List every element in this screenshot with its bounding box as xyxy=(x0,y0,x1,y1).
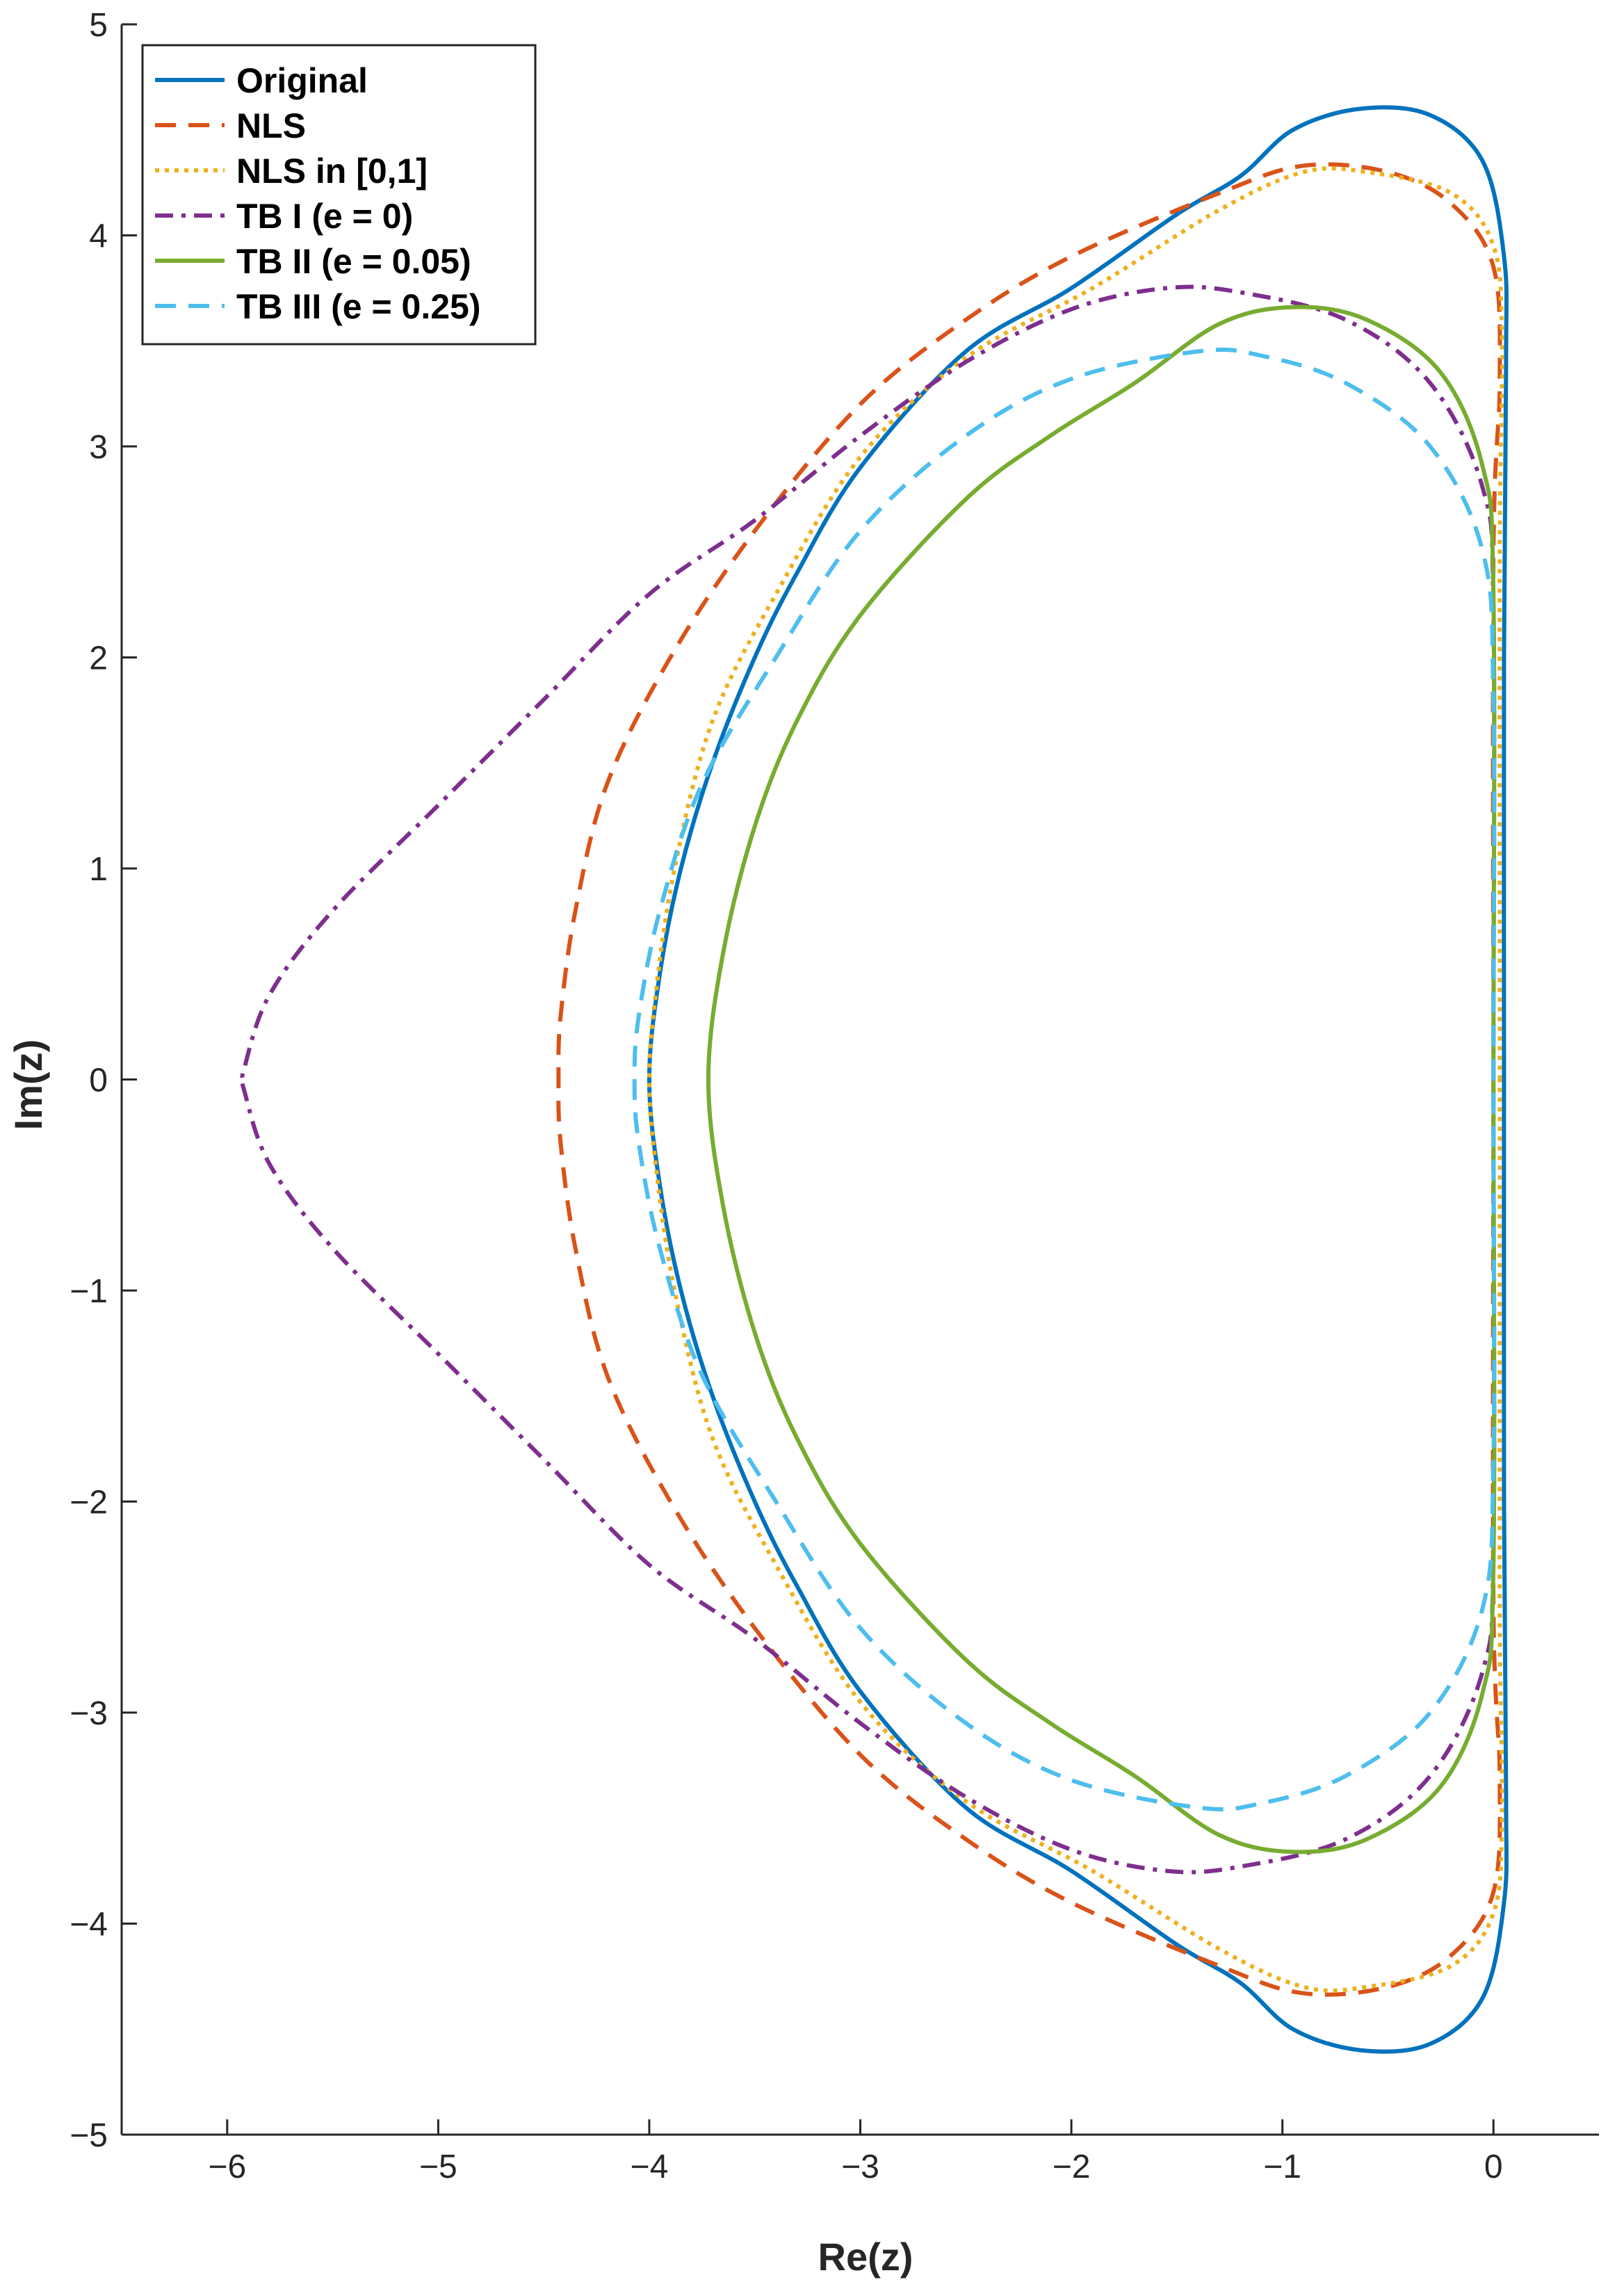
y-tick-label: −4 xyxy=(70,1907,108,1943)
y-axis-label: Im(z) xyxy=(6,1040,50,1131)
x-tick-label: −1 xyxy=(1263,2149,1301,2185)
y-tick-label: −5 xyxy=(70,2117,108,2154)
y-tick-label: −3 xyxy=(70,1695,108,1732)
y-tick-label: 4 xyxy=(89,218,108,255)
legend-label-4: TB II (e = 0.05) xyxy=(236,242,471,281)
legend-label-2: NLS in [0,1] xyxy=(236,152,428,191)
series-line-4 xyxy=(706,305,1497,1854)
x-axis-label: Re(z) xyxy=(818,2235,914,2279)
legend-box xyxy=(141,44,537,346)
x-tick-label: −2 xyxy=(1053,2149,1091,2185)
series-line-2 xyxy=(647,166,1504,1993)
axes: −6 −5 −4 −3 −2 −1 0 −5 −4 −3 −2 −1 0 1 2 3 4 5 xyxy=(70,7,1599,2185)
legend-label-5: TB III (e = 0.25) xyxy=(236,287,481,326)
x-tick-label: −5 xyxy=(419,2149,457,2185)
y-tick-label: 2 xyxy=(89,640,108,677)
y-tick-label: −2 xyxy=(70,1485,108,1521)
legend-label-1: NLS xyxy=(236,106,306,145)
series-line-1 xyxy=(556,162,1502,1997)
series-line-5 xyxy=(632,347,1497,1812)
legend-label-3: TB I (e = 0) xyxy=(236,197,413,236)
y-tick-label: 0 xyxy=(89,1062,108,1099)
series-line-0 xyxy=(647,105,1509,2054)
plot-area xyxy=(240,105,1509,2054)
x-tick-label: 0 xyxy=(1484,2149,1503,2185)
x-tick-label: −6 xyxy=(208,2149,246,2185)
legend-label-0: Original xyxy=(236,61,368,100)
x-tick-label: −4 xyxy=(631,2149,669,2185)
y-tick-label: 1 xyxy=(89,851,108,888)
x-tick-label: −3 xyxy=(841,2149,879,2185)
y-tick-label: 5 xyxy=(89,7,108,44)
y-tick-label: −1 xyxy=(70,1273,108,1310)
legend: Original NLS NLS in [0,1] TB I (e = 0) TB II… xyxy=(141,44,537,346)
y-tick-label: 3 xyxy=(89,429,108,466)
